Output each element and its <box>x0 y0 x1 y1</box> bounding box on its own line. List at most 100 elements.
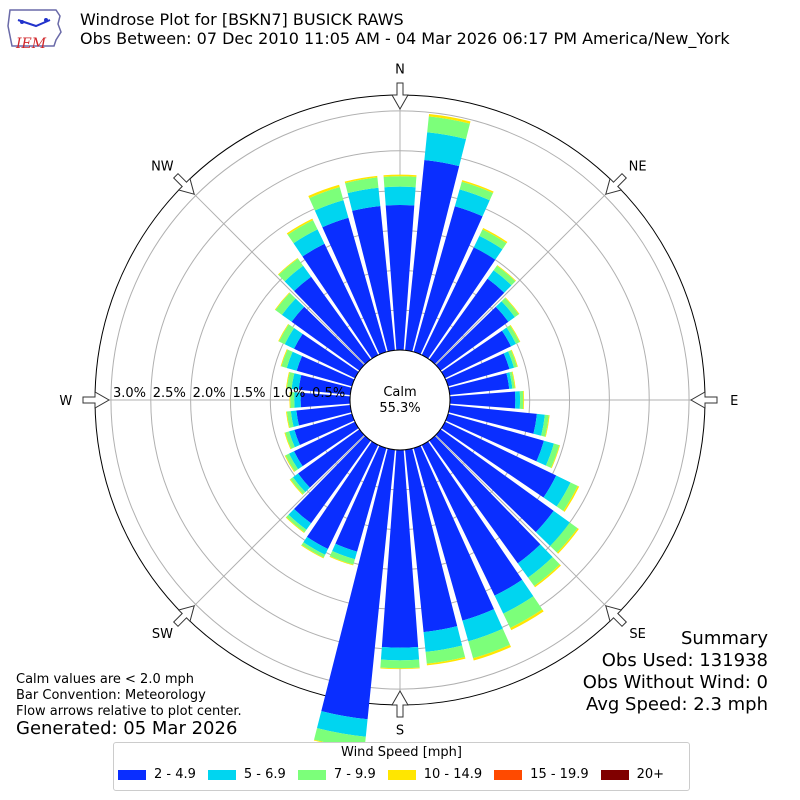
legend-swatch <box>494 769 523 780</box>
bar-segment <box>550 522 578 553</box>
bar-segment <box>288 451 303 470</box>
bar-segment <box>294 421 359 467</box>
legend-item: 7 - 9.9 <box>297 767 376 782</box>
bar-segment <box>519 390 524 410</box>
bar-segment <box>541 414 549 437</box>
bar-segment <box>322 217 387 355</box>
bar-segment <box>429 435 541 564</box>
bar-segment <box>421 247 496 359</box>
bar-segment <box>284 265 312 292</box>
legend-swatch <box>600 769 629 780</box>
bar-segment <box>281 349 293 368</box>
bar-segment <box>286 514 307 533</box>
bar-segment <box>510 609 544 631</box>
bar-segment <box>314 200 349 228</box>
bar-segment <box>352 205 395 352</box>
bar-segment <box>290 391 295 409</box>
legend-swatch <box>297 769 326 780</box>
direction-label: N <box>395 62 405 77</box>
bar-segment <box>284 328 303 349</box>
iem-logo: IEM <box>6 6 64 52</box>
generated-date: Generated: 05 Mar 2026 <box>16 718 238 739</box>
bar-segment <box>550 445 561 469</box>
calm-label: Calm <box>383 385 416 400</box>
bar-segment <box>289 391 291 409</box>
bar-segment <box>294 435 371 524</box>
bar-segment <box>405 448 458 633</box>
bar-segment <box>563 485 580 512</box>
bar-segment <box>496 265 516 282</box>
bar-segment <box>284 455 295 472</box>
bar-segment <box>425 645 466 664</box>
bar-segment <box>345 177 379 194</box>
bar-segment <box>448 405 537 434</box>
legend-item: 2 - 4.9 <box>118 767 196 782</box>
flow-arrows <box>82 82 718 718</box>
legend-item: 15 - 19.9 <box>494 767 589 782</box>
bar-segment <box>384 186 416 206</box>
bar-segment <box>285 516 305 533</box>
bar-segment <box>292 473 310 493</box>
legend-label: 15 - 19.9 <box>530 767 589 782</box>
flow-arrow-icon <box>605 172 628 195</box>
radial-tick-label: 2.5% <box>153 386 186 401</box>
bar-segment <box>329 550 355 565</box>
bars <box>274 114 580 750</box>
grid-spoke <box>183 435 365 617</box>
bar-segment <box>528 556 560 586</box>
bar-segment <box>288 508 312 530</box>
bar-segment <box>286 371 290 389</box>
title-line-1: Windrose Plot for [BSKN7] BUSICK RAWS <box>80 10 404 29</box>
bar-segment <box>517 544 553 578</box>
legend-items: 2 - 4.9 5 - 6.9 7 - 9.9 10 - 14.9 15 - 19.9 2… <box>118 767 676 782</box>
bar-segment <box>347 187 381 211</box>
bar-segment <box>509 371 515 389</box>
flow-arrow-icon <box>391 82 409 111</box>
bar-segment <box>316 711 368 737</box>
bar-segment <box>300 392 351 408</box>
legend: Wind Speed [mph] 2 - 4.9 5 - 6.9 7 - 9.9 10… <box>113 742 690 791</box>
bar-segment <box>482 227 508 244</box>
bar-segment <box>445 413 544 462</box>
bar-segment <box>275 292 296 315</box>
bar-segment <box>344 175 378 184</box>
bar-segment <box>448 373 510 395</box>
bar-segment <box>278 324 295 345</box>
bar-segment <box>301 544 324 559</box>
bar-segment <box>468 628 511 659</box>
bar-segment <box>435 306 509 371</box>
bar-segment <box>423 626 463 652</box>
bar-segment <box>509 324 521 343</box>
legend-item: 10 - 14.9 <box>387 767 482 782</box>
direction-label: E <box>730 394 738 409</box>
legend-title: Wind Speed [mph] <box>341 745 462 760</box>
bar-segment <box>504 297 520 315</box>
bar-segment <box>503 596 543 628</box>
direction-label: SE <box>629 627 645 642</box>
bar-segment <box>296 405 352 426</box>
bar-segment <box>495 301 515 322</box>
bar-segment <box>286 351 303 371</box>
bar-segment <box>535 510 570 546</box>
radial-tick-label: 3.0% <box>113 386 146 401</box>
bar-segment <box>543 475 571 507</box>
bar-segment <box>381 449 419 648</box>
bar-segment <box>308 184 340 199</box>
radial-tick-label: 1.5% <box>232 386 265 401</box>
bar-segment <box>294 333 359 379</box>
direction-label: SW <box>152 627 173 642</box>
flow-arrow-icon <box>689 391 718 409</box>
bar-segment <box>280 349 288 367</box>
bar-segment <box>285 431 295 449</box>
summary-box: Summary Obs Used: 131938 Obs Without Win… <box>583 628 768 716</box>
bar-segment <box>277 257 299 276</box>
summary-obs-without-wind: Obs Without Wind: 0 <box>582 672 768 693</box>
bar-segment <box>534 564 561 588</box>
bar-segment <box>424 132 467 167</box>
bar-segment <box>533 413 545 436</box>
bar-segment <box>428 114 471 124</box>
footnotes: Calm values are < 2.0 mph Bar Convention… <box>16 672 242 720</box>
bar-segment <box>285 453 299 472</box>
bar-segment <box>294 392 301 408</box>
